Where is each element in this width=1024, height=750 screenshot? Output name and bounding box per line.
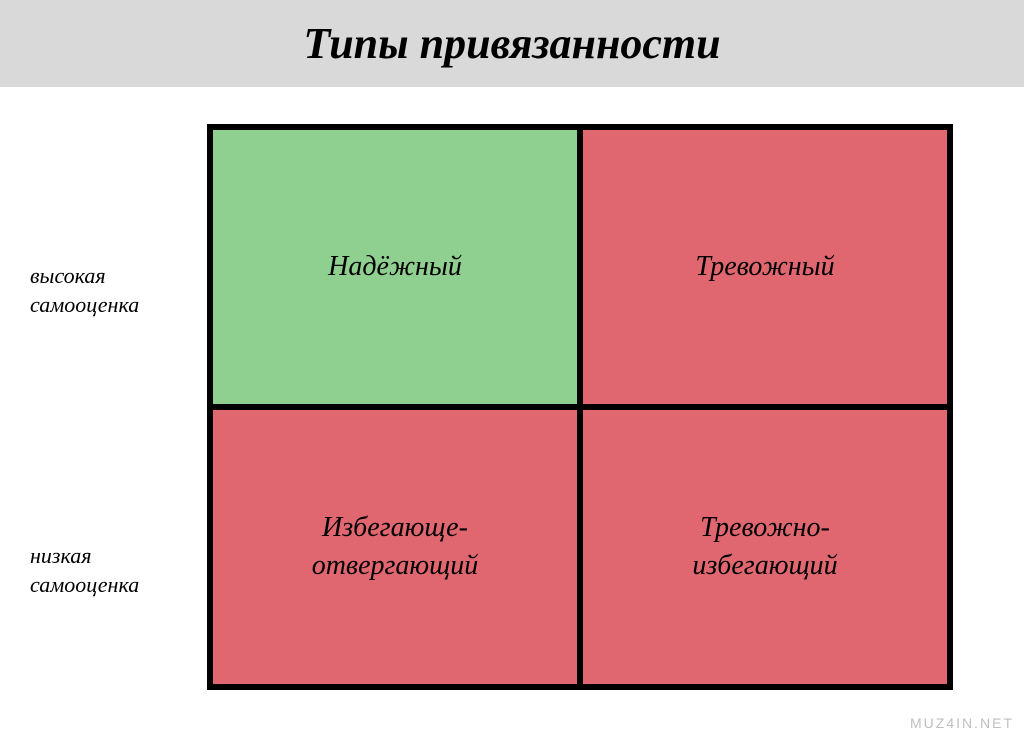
diagram-stage: высокая самооценка низкая самооценка Над… — [0, 87, 1024, 737]
page-title: Типы привязанности — [303, 19, 720, 68]
quadrant-bottom-right: Тревожно- избегающий — [580, 407, 950, 687]
watermark: MUZ4IN.NET — [910, 715, 1014, 731]
row-label-high: высокая самооценка — [30, 262, 139, 319]
title-bar: Типы привязанности — [0, 0, 1024, 87]
quadrant-top-left: Надёжный — [210, 127, 580, 407]
row-label-low: низкая самооценка — [30, 542, 139, 599]
quadrant-top-right: Тревожный — [580, 127, 950, 407]
quadrant-bottom-left: Избегающе- отвергающий — [210, 407, 580, 687]
grid-border — [207, 404, 953, 410]
